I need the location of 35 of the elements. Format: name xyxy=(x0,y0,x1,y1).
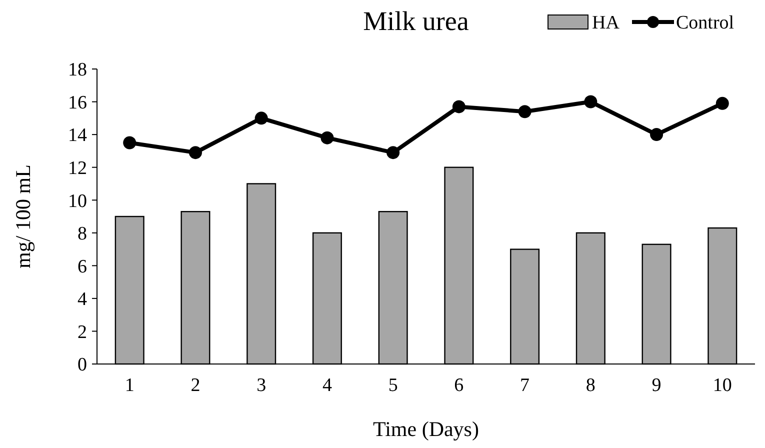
y-tick-label: 10 xyxy=(68,190,87,212)
y-tick-label: 18 xyxy=(68,60,87,81)
point xyxy=(254,112,268,125)
y-tick-label: 4 xyxy=(78,289,88,310)
legend-label: Control xyxy=(676,12,734,34)
point xyxy=(518,105,532,118)
y-tick-label: 0 xyxy=(78,354,87,376)
x-tick-label: 2 xyxy=(190,375,200,396)
x-tick-label: 7 xyxy=(520,375,530,396)
x-tick-label: 9 xyxy=(652,375,662,396)
y-tick-label: 8 xyxy=(78,224,87,245)
y-tick-label: 14 xyxy=(68,125,88,146)
x-tick-label: 5 xyxy=(388,375,398,396)
y-tick-label: 6 xyxy=(78,256,87,278)
point xyxy=(584,95,598,108)
point xyxy=(123,136,136,150)
y-axis-title: mg/ 100 mL xyxy=(11,164,35,268)
point xyxy=(650,128,664,142)
y-tick-label: 2 xyxy=(78,322,87,343)
x-axis-title: Time (Days) xyxy=(373,417,479,441)
chart-title: Milk urea xyxy=(363,6,469,36)
x-tick-label: 4 xyxy=(322,375,332,396)
x-tick-label: 6 xyxy=(454,375,464,396)
x-tick-label: 1 xyxy=(124,375,134,396)
y-tick-label: 12 xyxy=(68,158,87,179)
x-tick-label: 10 xyxy=(712,375,732,396)
point xyxy=(452,100,466,114)
point xyxy=(320,131,334,144)
x-tick-label: 8 xyxy=(586,375,596,396)
point xyxy=(188,146,202,160)
legend-label: HA xyxy=(592,12,620,34)
point xyxy=(716,96,729,110)
point xyxy=(386,146,400,160)
y-tick-label: 16 xyxy=(68,92,87,114)
x-tick-label: 3 xyxy=(256,375,266,396)
